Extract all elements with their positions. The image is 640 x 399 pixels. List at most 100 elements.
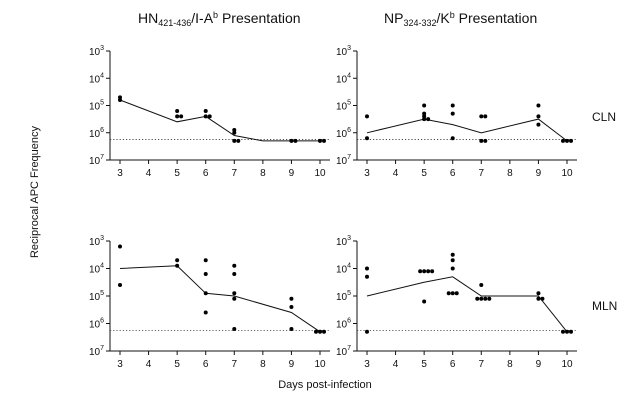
data-point [118, 98, 122, 103]
data-point [422, 269, 427, 274]
data-point [175, 114, 180, 119]
data-point [422, 117, 427, 122]
data-point [540, 296, 545, 301]
x-tick-label: 7 [232, 359, 238, 370]
data-point [314, 329, 318, 334]
y-tick-label: 103 [89, 45, 104, 58]
data-point [207, 114, 212, 119]
data-point [365, 114, 369, 119]
x-tick-label: 9 [536, 359, 542, 370]
data-point [365, 274, 369, 279]
x-axis-label: Days post-infection [278, 379, 372, 391]
x-tick-label: 7 [479, 359, 485, 370]
data-point [232, 296, 237, 301]
x-tick-label: 8 [507, 168, 513, 179]
data-point [446, 291, 451, 296]
data-point [293, 138, 298, 143]
x-tick-label: 3 [117, 359, 123, 370]
data-point [289, 138, 294, 143]
panel-2: 103 104 105 106 107 3 4 5 6 7 8 9 10 [89, 235, 330, 370]
y-tick-label: 105 [89, 100, 104, 113]
mean-line [119, 265, 321, 333]
data-point [418, 269, 423, 274]
y-tick-label: 106 [336, 318, 351, 331]
data-point [203, 310, 208, 315]
data-point [536, 296, 541, 301]
x-tick-label: 10 [314, 168, 326, 179]
y-axis-label: Reciprocal APC Frequency [29, 125, 41, 258]
data-point [561, 138, 565, 143]
y-tick-label: 104 [336, 72, 351, 85]
x-tick-label: 8 [260, 168, 266, 179]
data-point [426, 117, 431, 122]
data-point [565, 138, 569, 143]
x-tick-label: 9 [536, 168, 542, 179]
data-point [232, 130, 237, 135]
data-point [536, 103, 541, 108]
data-point [426, 269, 431, 274]
data-point [203, 114, 208, 119]
y-tick-label: 106 [336, 127, 351, 140]
data-point [322, 138, 326, 143]
y-tick-label: 103 [336, 45, 351, 58]
data-point [450, 252, 455, 257]
x-tick-label: 4 [146, 168, 152, 179]
data-point [232, 272, 237, 276]
x-tick-label: 5 [421, 168, 427, 179]
data-point [483, 114, 488, 119]
y-tick-label: 107 [336, 345, 351, 358]
data-point [475, 296, 480, 301]
data-point [232, 138, 237, 143]
data-point [422, 299, 427, 304]
x-tick-label: 4 [393, 359, 399, 370]
x-tick-label: 4 [393, 168, 399, 179]
x-tick-label: 5 [421, 359, 427, 370]
data-point [454, 291, 459, 296]
mean-line [366, 118, 568, 142]
mean-line [119, 99, 320, 142]
data-point [175, 258, 180, 263]
y-tick-label: 106 [89, 318, 104, 331]
data-point [450, 111, 455, 116]
data-point [450, 291, 455, 296]
data-point [483, 138, 488, 143]
x-tick-label: 6 [450, 359, 456, 370]
x-tick-label: 3 [364, 168, 370, 179]
col-title-hn: HN421-436/I-Ab Presentation [138, 10, 301, 28]
data-point [450, 136, 455, 141]
x-tick-label: 10 [314, 359, 326, 370]
data-point [479, 138, 484, 143]
y-tick-label: 105 [336, 100, 351, 113]
mean-line [366, 276, 568, 333]
x-tick-label: 9 [289, 168, 295, 179]
panel-3: 103 104 105 106 107 3 4 5 6 7 8 9 10 [336, 235, 577, 370]
x-tick-label: 6 [450, 168, 456, 179]
y-tick-label: 105 [336, 290, 351, 303]
data-point [479, 296, 484, 301]
x-tick-label: 6 [203, 359, 209, 370]
data-point [322, 329, 326, 334]
data-point [203, 108, 208, 113]
data-point [479, 114, 484, 119]
data-point [318, 329, 322, 334]
data-point [450, 266, 455, 271]
x-tick-label: 3 [117, 168, 123, 179]
y-tick-label: 104 [89, 72, 104, 85]
y-tick-label: 106 [89, 127, 104, 140]
data-point [318, 138, 322, 143]
x-tick-label: 8 [260, 359, 266, 370]
y-tick-label: 104 [89, 263, 104, 276]
row-label-cln: CLN [592, 110, 616, 124]
data-point [175, 108, 180, 113]
data-point [536, 122, 541, 127]
x-tick-label: 10 [561, 359, 573, 370]
data-point [289, 296, 294, 301]
data-point [422, 103, 427, 108]
data-point [289, 327, 294, 331]
y-tick-label: 104 [336, 263, 351, 276]
data-point [365, 136, 369, 141]
x-tick-label: 6 [203, 168, 209, 179]
data-point [236, 138, 241, 143]
